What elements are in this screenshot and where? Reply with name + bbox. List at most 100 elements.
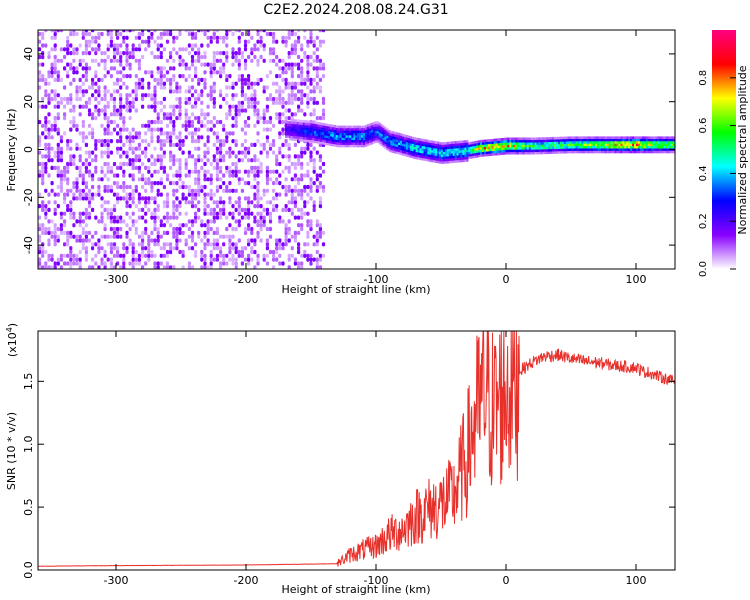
heatmap-cell-2485 [309,96,313,102]
heatmap-cell-1156 [162,215,166,220]
heatmap-cell-3493 [482,154,485,157]
heatmap-cell-504 [91,93,95,98]
heatmap-cell-3060 [384,139,387,142]
heatmap-cell-3040 [380,140,383,144]
heatmap-cell-219 [59,150,63,155]
heatmap-cell-565 [100,234,104,239]
heatmap-cell-895 [131,30,135,33]
heatmap-cell-1075 [153,119,157,125]
heatmap-cell-3912 [597,136,600,139]
heatmap-cell-3967 [612,138,615,142]
heatmap-cell-2889 [347,137,350,141]
heatmap-cell-944 [137,62,141,67]
heatmap-cell-1466 [197,200,201,205]
heatmap-cell-3654 [526,151,529,155]
heatmap-cell-1442 [194,165,198,170]
heatmap-cell-3012 [374,140,377,143]
heatmap-cell-3287 [433,148,436,151]
heatmap-cell-129 [50,135,54,140]
heatmap-cell-248 [63,85,67,90]
heatmap-cell-2500 [312,200,316,205]
heatmap-cell-1276 [175,188,179,193]
heatmap-cell-675 [109,39,113,44]
heatmap-cell-2465 [309,261,313,266]
heatmap-cell-407 [81,139,85,144]
heatmap-cell-2075 [262,30,266,33]
heatmap-cell-266 [66,161,70,167]
heatmap-cell-699 [112,100,117,105]
heatmap-cell-1931 [247,173,251,178]
heatmap-cell-2177 [278,219,282,224]
heatmap-cell-1136 [159,119,163,125]
heatmap-cell-666 [109,131,113,136]
heatmap-cell-3079 [388,139,391,143]
heatmap-cell-2639 [292,128,295,132]
heatmap-cell-2331 [293,165,297,170]
heatmap-cell-2687 [302,120,305,123]
heatmap-cell-2473 [309,184,313,190]
heatmap-cell-2637 [292,133,295,137]
heatmap-cell-2953 [361,135,364,138]
heatmap-cell-942 [137,77,141,82]
heatmap-cell-1168 [162,112,166,117]
heatmap-cell-1145 [159,54,163,60]
heatmap-cell-178 [56,234,60,239]
heatmap-cell-20 [38,104,42,109]
heatmap-cell-3806 [567,138,570,142]
heatmap-cell-1970 [250,47,254,52]
heatmap-cell-2188 [278,116,282,121]
heatmap-cell-815 [125,154,129,159]
heatmap-cell-59 [41,31,45,37]
heatmap-cell-3800 [565,136,568,140]
heatmap-cell-1858 [237,62,241,67]
heatmap-cell-3574 [503,142,506,146]
heatmap-cell-917 [134,74,138,79]
heatmap-cell-2469 [309,223,313,228]
heatmap-cell-765 [119,93,123,98]
heatmap-cell-85 [44,77,48,82]
heatmap-cell-1635 [212,35,216,40]
heatmap-cell-1057 [153,261,157,266]
heatmap-cell-3135 [400,138,403,141]
heatmap-cell-2525 [315,265,319,269]
heatmap-cell-2407 [300,70,304,75]
heatmap-cell-3570 [503,152,506,155]
heatmap-cell-3196 [413,146,416,150]
heatmap-cell-2857 [339,128,342,131]
heatmap-cell-437 [84,181,88,186]
heatmap-cell-2167 [275,81,279,86]
heatmap-cell-3745 [552,151,555,154]
heatmap-cell-1583 [209,219,213,224]
heatmap-cell-1609 [212,230,216,235]
heatmap-cell-704 [112,58,117,63]
heatmap-cell-400 [81,196,85,201]
heatmap-cell-4112 [653,143,656,147]
heatmap-cell-1352 [184,161,188,167]
heatmap-cell-3406 [458,143,461,146]
heatmap-cell-1615 [212,192,216,197]
heatmap-cell-1193 [165,139,170,144]
heatmap-cell-714 [116,230,120,235]
heatmap-cell-905 [134,165,138,170]
heatmap-cell-3946 [606,138,609,142]
heatmap-cell-3490 [480,144,483,148]
heatmap-cell-1031 [150,249,154,255]
heatmap-cell-2803 [327,126,331,129]
heatmap-cell-753 [119,154,123,159]
heatmap-cell-2447 [306,146,310,151]
heatmap-cell-2498 [312,207,316,212]
heatmap-cell-2012 [256,192,260,197]
heatmap-cell-862 [128,30,132,33]
heatmap-cell-2568 [318,158,322,163]
heatmap-cell-1989 [253,123,257,128]
heatmap-cell-236 [63,200,67,205]
heatmap-cell-1065 [153,211,157,216]
heatmap-cell-1700 [222,261,226,266]
heatmap-cell-2095 [265,127,269,132]
heatmap-cell-834 [125,30,129,33]
heatmap-cell-2311 [290,66,294,71]
heatmap-cell-3242 [423,146,426,149]
heatmap-cell-63 [44,230,48,235]
heatmap-cell-2497 [312,234,316,239]
heatmap-cell-2323 [293,215,297,220]
